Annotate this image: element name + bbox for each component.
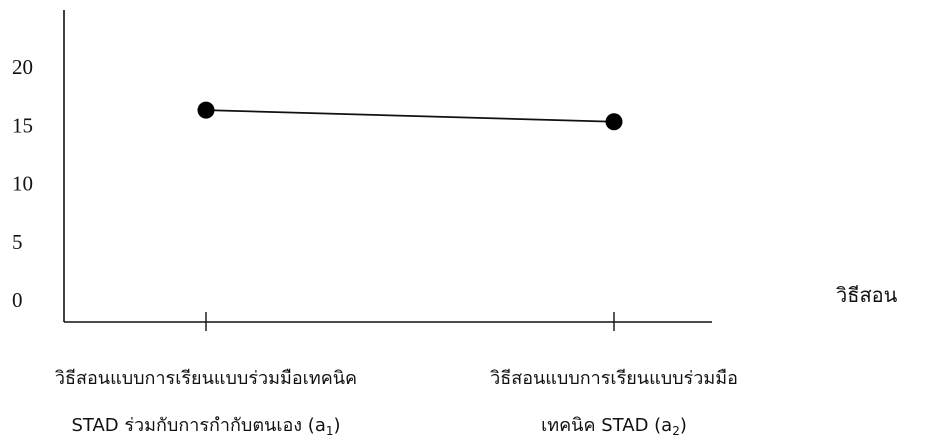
category-label-2-line1: วิธีสอนแบบการเรียนแบบร่วมมือ (490, 368, 738, 389)
category-label-1-line2: STAD ร่วมกับการกำกับตนเอง (a1) (71, 415, 340, 438)
x-axis-title: วิธีสอน (836, 283, 898, 307)
y-tick-label-0: 0 (12, 288, 23, 312)
data-point-2 (605, 113, 623, 131)
y-tick-label-10: 10 (12, 172, 33, 196)
data-point-1 (197, 101, 215, 119)
axes (63, 10, 712, 331)
y-tick-label-5: 5 (12, 230, 23, 254)
y-tick-label-15: 15 (12, 113, 33, 137)
category-label-2-line2: เทคนิค STAD (a2) (541, 415, 687, 438)
y-tick-label-20: 20 (12, 55, 33, 79)
category-labels: วิธีสอนแบบการเรียนแบบร่วมมือเทคนิค STAD ร… (55, 368, 738, 438)
y-tick-labels: 0 5 10 15 20 (12, 55, 33, 312)
series-1-line (205, 109, 615, 123)
category-label-1-line1: วิธีสอนแบบการเรียนแบบร่วมมือเทคนิค (55, 368, 357, 389)
series (197, 101, 623, 131)
